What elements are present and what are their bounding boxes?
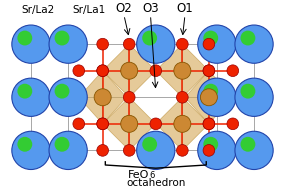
- Circle shape: [198, 25, 236, 63]
- Polygon shape: [103, 44, 129, 97]
- Circle shape: [150, 118, 162, 130]
- Circle shape: [203, 118, 215, 130]
- Circle shape: [123, 38, 135, 50]
- Circle shape: [137, 25, 175, 63]
- Circle shape: [121, 115, 138, 132]
- Circle shape: [49, 78, 87, 116]
- Circle shape: [241, 31, 255, 46]
- Text: O2: O2: [115, 2, 132, 15]
- Polygon shape: [182, 97, 209, 150]
- Circle shape: [203, 38, 215, 50]
- Circle shape: [121, 62, 138, 79]
- Circle shape: [142, 137, 157, 152]
- Text: Sr/La1: Sr/La1: [73, 5, 106, 15]
- Circle shape: [17, 84, 32, 99]
- Circle shape: [235, 131, 273, 170]
- Circle shape: [12, 131, 50, 170]
- Polygon shape: [103, 97, 129, 150]
- Polygon shape: [103, 71, 127, 124]
- Circle shape: [97, 118, 109, 130]
- Circle shape: [97, 65, 109, 77]
- Circle shape: [94, 89, 111, 106]
- Circle shape: [150, 65, 162, 77]
- Text: octahedron: octahedron: [126, 178, 186, 188]
- Circle shape: [73, 65, 85, 77]
- Circle shape: [174, 62, 191, 79]
- Circle shape: [200, 89, 217, 106]
- Circle shape: [241, 84, 255, 99]
- Polygon shape: [182, 44, 209, 97]
- Circle shape: [203, 118, 215, 130]
- Circle shape: [174, 115, 191, 132]
- Circle shape: [17, 137, 32, 152]
- Circle shape: [198, 78, 236, 116]
- Circle shape: [55, 84, 70, 99]
- Polygon shape: [185, 71, 209, 124]
- Text: 6: 6: [149, 170, 154, 180]
- Circle shape: [176, 145, 188, 156]
- Circle shape: [97, 145, 109, 156]
- Polygon shape: [156, 97, 182, 150]
- Circle shape: [203, 137, 218, 152]
- Circle shape: [203, 65, 215, 77]
- Circle shape: [12, 25, 50, 63]
- Polygon shape: [129, 97, 156, 150]
- Circle shape: [123, 91, 135, 103]
- Text: FeO: FeO: [128, 170, 149, 180]
- Circle shape: [137, 131, 175, 170]
- Circle shape: [227, 118, 239, 130]
- Polygon shape: [209, 71, 233, 124]
- Circle shape: [97, 38, 109, 50]
- Circle shape: [49, 25, 87, 63]
- Circle shape: [55, 137, 70, 152]
- Text: Sr/La2: Sr/La2: [21, 5, 54, 15]
- Circle shape: [203, 145, 215, 156]
- Circle shape: [203, 31, 218, 46]
- Text: O3: O3: [142, 2, 159, 15]
- Circle shape: [198, 131, 236, 170]
- Circle shape: [142, 31, 157, 46]
- Circle shape: [97, 118, 109, 130]
- Circle shape: [176, 91, 188, 103]
- Circle shape: [227, 65, 239, 77]
- Circle shape: [176, 38, 188, 50]
- Text: O1: O1: [177, 2, 193, 15]
- Circle shape: [73, 118, 85, 130]
- Circle shape: [97, 65, 109, 77]
- Circle shape: [235, 78, 273, 116]
- Circle shape: [123, 145, 135, 156]
- Circle shape: [55, 31, 70, 46]
- Circle shape: [235, 25, 273, 63]
- Polygon shape: [129, 44, 156, 97]
- Circle shape: [17, 31, 32, 46]
- Circle shape: [203, 84, 218, 99]
- Circle shape: [49, 131, 87, 170]
- Circle shape: [203, 65, 215, 77]
- Circle shape: [241, 137, 255, 152]
- Polygon shape: [156, 44, 182, 97]
- Circle shape: [12, 78, 50, 116]
- Polygon shape: [79, 71, 103, 124]
